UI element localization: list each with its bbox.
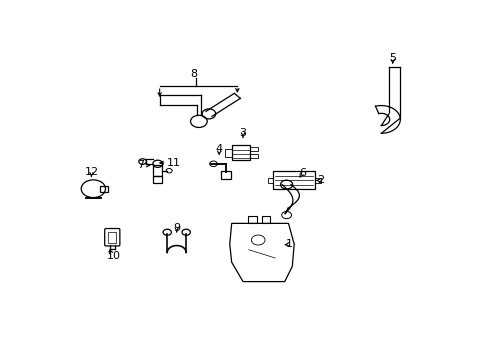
Text: 1: 1 [285, 239, 292, 249]
Text: 6: 6 [299, 168, 306, 178]
Text: 12: 12 [84, 167, 98, 177]
Bar [225, 149, 232, 157]
Text: 3: 3 [239, 128, 246, 138]
Text: 10: 10 [107, 251, 121, 261]
Text: 2: 2 [317, 175, 324, 185]
Bar [100, 186, 107, 192]
Bar [108, 232, 116, 243]
Bar [261, 216, 269, 223]
Text: 8: 8 [190, 69, 197, 79]
Text: 5: 5 [388, 53, 395, 63]
Bar [248, 216, 256, 223]
Bar [250, 147, 257, 151]
Bar [221, 171, 230, 179]
Text: 9: 9 [173, 222, 180, 233]
Bar [314, 177, 320, 183]
Text: 4: 4 [215, 144, 222, 153]
Bar [250, 154, 257, 158]
Bar [273, 171, 314, 189]
Bar [153, 176, 162, 183]
Bar [153, 165, 162, 176]
Bar [267, 177, 273, 183]
Bar [232, 145, 250, 160]
Text: 11: 11 [167, 158, 181, 168]
Text: 7: 7 [137, 160, 144, 170]
